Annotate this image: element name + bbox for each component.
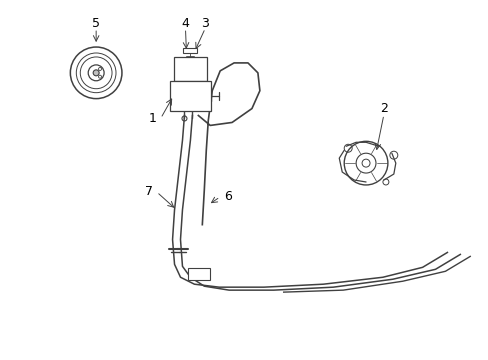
FancyBboxPatch shape: [173, 57, 207, 81]
Text: 7: 7: [144, 185, 152, 198]
Text: 4: 4: [181, 17, 189, 30]
Text: 5: 5: [92, 17, 100, 30]
FancyBboxPatch shape: [188, 268, 210, 280]
Text: 3: 3: [201, 17, 209, 30]
FancyBboxPatch shape: [183, 48, 197, 53]
Text: 6: 6: [224, 190, 232, 203]
Circle shape: [93, 70, 99, 76]
Text: 1: 1: [148, 112, 156, 125]
Text: 2: 2: [379, 102, 387, 115]
FancyBboxPatch shape: [169, 81, 211, 111]
